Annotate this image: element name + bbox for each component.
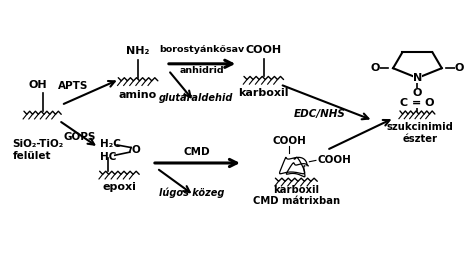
Text: CMD: CMD bbox=[184, 147, 211, 156]
Text: borostyánkősav: borostyánkősav bbox=[159, 45, 244, 54]
Text: szukcinimid
észter: szukcinimid észter bbox=[386, 122, 453, 144]
Text: OH: OH bbox=[28, 80, 47, 90]
Text: karboxil
CMD mátrixban: karboxil CMD mátrixban bbox=[253, 185, 340, 206]
Text: O: O bbox=[413, 88, 422, 98]
Text: karboxil: karboxil bbox=[239, 88, 289, 98]
Text: O: O bbox=[371, 63, 380, 73]
Text: amino: amino bbox=[119, 90, 157, 99]
Text: O: O bbox=[455, 63, 464, 73]
Text: COOH: COOH bbox=[246, 45, 282, 55]
Text: C = O: C = O bbox=[400, 98, 435, 108]
Text: HC: HC bbox=[99, 152, 116, 162]
Text: O: O bbox=[131, 145, 140, 155]
Text: H₂C: H₂C bbox=[99, 139, 120, 149]
Text: COOH: COOH bbox=[272, 136, 306, 146]
Text: APTS: APTS bbox=[58, 81, 88, 91]
Text: GOPS: GOPS bbox=[64, 132, 96, 142]
Text: anhidrid: anhidrid bbox=[179, 66, 224, 75]
Text: lúgos közeg: lúgos közeg bbox=[159, 188, 224, 198]
Text: EDC/NHS: EDC/NHS bbox=[294, 109, 346, 119]
Text: glutáraldehid: glutáraldehid bbox=[159, 92, 234, 103]
Text: COOH: COOH bbox=[317, 155, 351, 166]
Text: SiO₂-TiO₂
felület: SiO₂-TiO₂ felület bbox=[12, 139, 64, 161]
Text: N: N bbox=[413, 73, 422, 83]
Text: NH₂: NH₂ bbox=[127, 46, 150, 56]
Text: epoxi: epoxi bbox=[102, 182, 136, 192]
